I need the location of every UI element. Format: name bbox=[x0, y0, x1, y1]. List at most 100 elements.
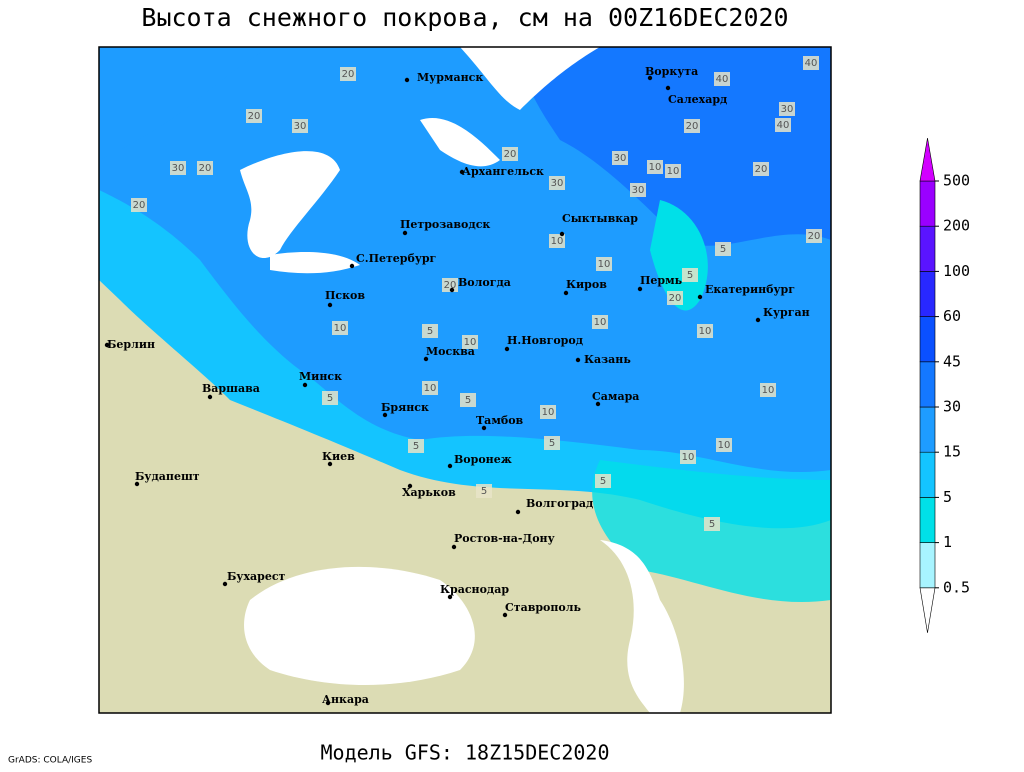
contour-label-bg bbox=[197, 161, 213, 175]
contour-label-bg bbox=[753, 162, 769, 176]
snow-30 bbox=[520, 47, 831, 246]
colorbar-label: 500 bbox=[943, 172, 970, 190]
contour-label: 5 bbox=[600, 476, 606, 487]
contour-label-bg bbox=[549, 234, 565, 248]
contour-label-bg bbox=[422, 381, 438, 395]
city-dot bbox=[134, 481, 140, 487]
city-dot bbox=[647, 75, 653, 81]
contour-label-bg bbox=[667, 291, 683, 305]
colorbar-band bbox=[919, 497, 936, 543]
city-dot bbox=[404, 77, 410, 83]
scandinavia bbox=[99, 47, 270, 160]
contour-label-bg bbox=[760, 383, 776, 397]
city-dot bbox=[302, 382, 308, 388]
city-label: С.Петербург bbox=[356, 252, 437, 265]
city-label: Краснодар bbox=[440, 583, 509, 596]
colorbar-label: 60 bbox=[943, 307, 961, 325]
contour-label: 10 bbox=[699, 326, 712, 337]
city-dot bbox=[222, 581, 228, 587]
city-label: Пермь bbox=[640, 274, 683, 287]
contour-label-bg bbox=[665, 164, 681, 178]
snow-1b bbox=[592, 460, 831, 603]
contour-label-bg bbox=[462, 335, 478, 349]
city-dot bbox=[697, 294, 703, 300]
contour-label-bg bbox=[775, 118, 791, 132]
city-label: Киев bbox=[322, 450, 355, 463]
city-dot bbox=[563, 290, 569, 296]
contour-label-bg bbox=[779, 102, 795, 116]
contour-label-bg bbox=[540, 405, 556, 419]
city-dot bbox=[755, 317, 761, 323]
contour-label: 10 bbox=[551, 236, 564, 247]
contour-label: 10 bbox=[682, 452, 695, 463]
contour-label: 30 bbox=[172, 163, 185, 174]
black-sea bbox=[244, 566, 475, 685]
contour-label-bg bbox=[682, 268, 698, 282]
contour-label: 10 bbox=[762, 385, 775, 396]
contour-label: 20 bbox=[669, 293, 682, 304]
contour-label: 5 bbox=[709, 519, 715, 530]
contour-label-bg bbox=[131, 198, 147, 212]
city-dot bbox=[515, 509, 521, 515]
city-dot bbox=[637, 286, 643, 292]
contour-label: 30 bbox=[614, 153, 627, 164]
contour-label: 10 bbox=[718, 440, 731, 451]
city-dot bbox=[447, 463, 453, 469]
city-label: Ростов-на-Дону bbox=[454, 532, 555, 545]
contour-label: 10 bbox=[424, 383, 437, 394]
city-dot bbox=[402, 230, 408, 236]
colorbar-label: 45 bbox=[943, 352, 961, 370]
contour-label-bg bbox=[630, 183, 646, 197]
city-dot bbox=[559, 231, 565, 237]
city-label: Архангельск bbox=[462, 165, 544, 178]
city-dot bbox=[481, 425, 487, 431]
city-label: Вологда bbox=[458, 276, 511, 289]
contour-label: 20 bbox=[444, 280, 457, 291]
contour-label-bg bbox=[714, 72, 730, 86]
contour-label-bg bbox=[502, 147, 518, 161]
contour-label-bg bbox=[170, 161, 186, 175]
colorbar-label: 200 bbox=[943, 217, 970, 235]
city-label: Тамбов bbox=[476, 414, 524, 427]
city-label: Бухарест bbox=[227, 570, 286, 583]
title: Высота снежного покрова, см на 00Z16DEC2… bbox=[141, 3, 788, 32]
city-label: Н.Новгород bbox=[507, 334, 583, 347]
contour-label-bg bbox=[322, 391, 338, 405]
contour-label: 10 bbox=[598, 259, 611, 270]
city-dot bbox=[502, 612, 508, 618]
city-label: Екатеринбург bbox=[705, 283, 795, 296]
city-label: Берлин bbox=[107, 338, 155, 351]
colorbar-band bbox=[919, 451, 936, 498]
contour-label-bg bbox=[460, 393, 476, 407]
contour-label-bg bbox=[803, 56, 819, 70]
city-dot bbox=[459, 169, 465, 175]
city-label: Воркута bbox=[645, 65, 698, 78]
contour-label: 40 bbox=[805, 58, 818, 69]
contour-label-bg bbox=[340, 67, 356, 81]
contour-label-bg bbox=[612, 151, 628, 165]
city-dot bbox=[327, 461, 333, 467]
city-label: Салехард bbox=[668, 93, 727, 106]
contour-label-bg bbox=[442, 278, 458, 292]
city-dot bbox=[327, 302, 333, 308]
city-dot bbox=[504, 346, 510, 352]
city-dot bbox=[207, 394, 213, 400]
contour-label: 5 bbox=[327, 393, 333, 404]
contour-label-bg bbox=[684, 119, 700, 133]
city-label: Анкара bbox=[322, 693, 369, 706]
city-dot bbox=[423, 356, 429, 362]
colorbar-band bbox=[919, 406, 936, 453]
contour-label: 30 bbox=[781, 104, 794, 115]
contour-label-bg bbox=[408, 439, 424, 453]
contour-label: 30 bbox=[632, 185, 645, 196]
colorbar-band bbox=[919, 316, 936, 363]
city-label: Курган bbox=[763, 306, 810, 319]
city-label: Казань bbox=[584, 353, 631, 366]
contour-label: 30 bbox=[551, 178, 564, 189]
city-dot bbox=[451, 544, 457, 550]
city-label: Волгоград bbox=[526, 497, 593, 510]
model-label: Модель GFS: 18Z15DEC2020 bbox=[321, 741, 610, 765]
contour-label: 20 bbox=[133, 200, 146, 211]
contour-label: 30 bbox=[294, 121, 307, 132]
